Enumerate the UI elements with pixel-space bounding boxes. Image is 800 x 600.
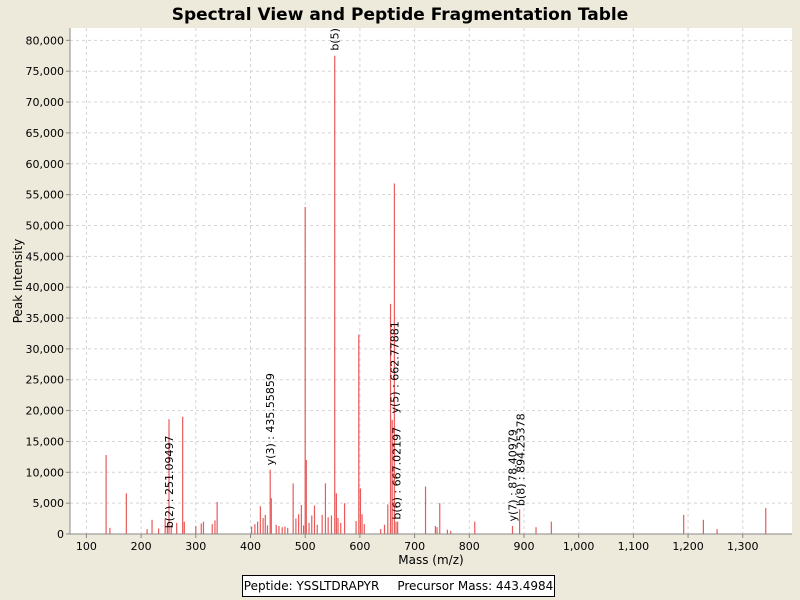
y-tick-label: 55,000 [26,189,65,202]
peak-annotation-label: y(7) : 878.40979 [506,429,519,521]
y-tick-label: 25,000 [26,374,65,387]
x-tick-label: 500 [295,540,316,553]
x-tick-label: 600 [349,540,370,553]
peak-annotation-label: b(5) [329,28,342,51]
y-tick-label: 15,000 [26,435,65,448]
y-tick-label: 40,000 [26,281,65,294]
y-tick-label: 75,000 [26,65,65,78]
peak-annotations: b(2) : 251.09497 y(3) : 435.55859 b(5) y(5)… [163,28,528,528]
grid-lines [70,28,792,535]
peptide-info-box: Peptide: YSSLTDRAPYR Precursor Mass: 443… [242,575,555,597]
y-tick-label: 20,000 [26,405,65,418]
x-tick-label: 1,100 [618,540,650,553]
x-tick-label: 800 [459,540,480,553]
y-tick-label: 60,000 [26,158,65,171]
x-axis-ticks: 100 200 300 400 500 600 700 800 900 1,000 1,100 1,2… [76,534,759,553]
x-axis-title: Mass (m/z) [398,553,463,567]
x-tick-label: 1,200 [672,540,704,553]
peak-annotation-label: b(8) : 894.25378 [515,413,528,506]
y-axis-title: Peak Intensity [11,239,25,324]
peak-annotation-label: b(6) : 667.02197 [391,427,404,520]
y-tick-label: 70,000 [26,96,65,109]
x-tick-label: 400 [240,540,261,553]
peak-bars [105,55,767,534]
x-tick-label: 900 [513,540,534,553]
y-tick-label: 30,000 [26,343,65,356]
y-tick-label: 10,000 [26,466,65,479]
peak-annotation-label: y(3) : 435.55859 [264,373,277,465]
x-tick-label: 1,000 [563,540,595,553]
x-tick-label: 1,300 [727,540,759,553]
peak-annotation-label: b(2) : 251.09497 [163,436,176,529]
y-tick-label: 0 [57,528,64,541]
x-tick-label: 200 [131,540,152,553]
y-tick-label: 5,000 [33,497,65,510]
peptide-label: Peptide: YSSLTDRAPYR [243,579,380,593]
y-tick-label: 45,000 [26,250,65,263]
peak-annotation-label: y(5) : 662.77881 [388,321,401,413]
x-tick-label: 300 [185,540,206,553]
y-tick-label: 65,000 [26,127,65,140]
y-axis-ticks: 0 5,000 10,000 15,000 20,000 25,000 30,000 35,0… [26,34,70,541]
precursor-mass-label: Precursor Mass: 443.4984 [397,579,554,593]
plot-area [70,28,792,534]
x-tick-label: 700 [404,540,425,553]
chart-title: Spectral View and Peptide Fragmentation … [172,5,629,25]
y-tick-label: 35,000 [26,312,65,325]
y-tick-label: 80,000 [26,34,65,47]
y-tick-label: 50,000 [26,219,65,232]
x-tick-label: 100 [76,540,97,553]
